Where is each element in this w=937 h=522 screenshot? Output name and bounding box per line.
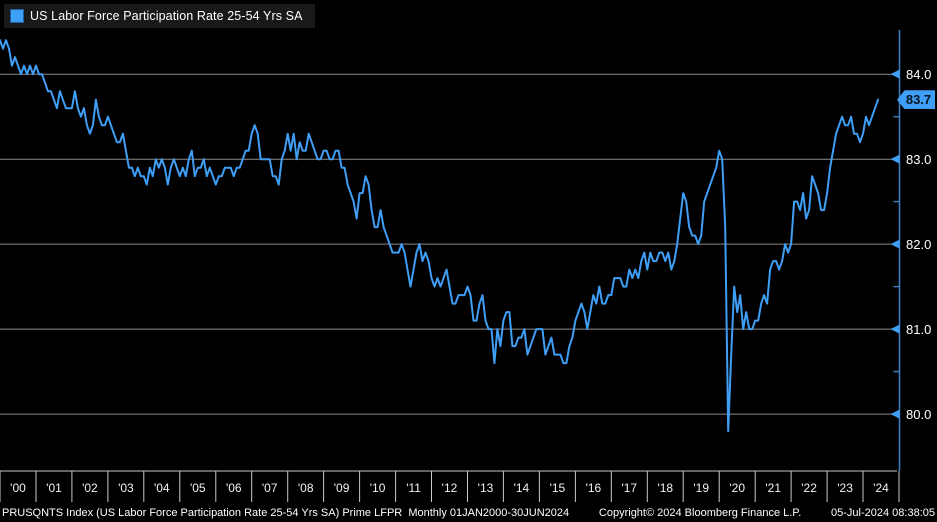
x-tick-label: '22	[801, 481, 817, 495]
y-tick-label: 81.0	[906, 321, 932, 337]
x-tick-label: '09	[333, 481, 350, 495]
footer-status-bar: PRUSQNTS Index (US Labor Force Participa…	[0, 504, 937, 522]
x-tick-label: '05	[189, 481, 206, 495]
x-tick-label: '18	[657, 481, 674, 495]
x-tick-label: '02	[82, 481, 98, 495]
x-tick-label: '15	[549, 481, 566, 495]
y-tick-label: 84.0	[906, 66, 932, 82]
x-tick-label: '24	[873, 481, 889, 495]
x-tick-label: '01	[46, 481, 62, 495]
x-tick-label: '04	[153, 481, 170, 495]
x-tick-label: '21	[765, 481, 781, 495]
x-tick-label: '19	[693, 481, 709, 495]
x-tick-label: '23	[837, 481, 853, 495]
x-tick-label: '11	[406, 481, 421, 495]
y-tick-arrow	[890, 239, 900, 249]
x-tick-label: '13	[477, 481, 494, 495]
x-tick-label: '20	[729, 481, 745, 495]
x-tick-label: '06	[225, 481, 242, 495]
series-swatch-icon	[10, 9, 24, 23]
y-tick-label: 80.0	[906, 406, 932, 422]
footer-copyright: Copyright© 2024 Bloomberg Finance L.P.	[598, 507, 802, 519]
y-tick-label: 83.0	[906, 151, 932, 167]
y-tick-arrow	[890, 324, 900, 334]
x-tick-label: '10	[369, 481, 386, 495]
last-value-badge: 83.7	[897, 90, 935, 110]
x-tick-label: '12	[441, 481, 458, 495]
x-tick-label: '14	[513, 481, 530, 495]
x-tick-label: '16	[585, 481, 602, 495]
series-legend-label: US Labor Force Participation Rate 25-54 …	[30, 9, 303, 23]
x-tick-label: '17	[621, 481, 638, 495]
y-tick-label: 82.0	[906, 236, 932, 252]
series-line[interactable]	[0, 39, 879, 433]
y-tick-arrow	[890, 409, 900, 419]
y-tick-arrow	[890, 69, 900, 79]
x-tick-label: '03	[118, 481, 134, 495]
footer-ticker-description: PRUSQNTS Index (US Labor Force Participa…	[2, 507, 570, 519]
x-tick-label: '08	[297, 481, 314, 495]
x-tick-label: '07	[261, 481, 278, 495]
chart-legend[interactable]: US Labor Force Participation Rate 25-54 …	[4, 4, 315, 28]
x-tick-label: '00	[10, 481, 26, 495]
footer-timestamp: 05-Jul-2024 08:38:05	[831, 507, 935, 519]
y-tick-arrow	[890, 154, 900, 164]
